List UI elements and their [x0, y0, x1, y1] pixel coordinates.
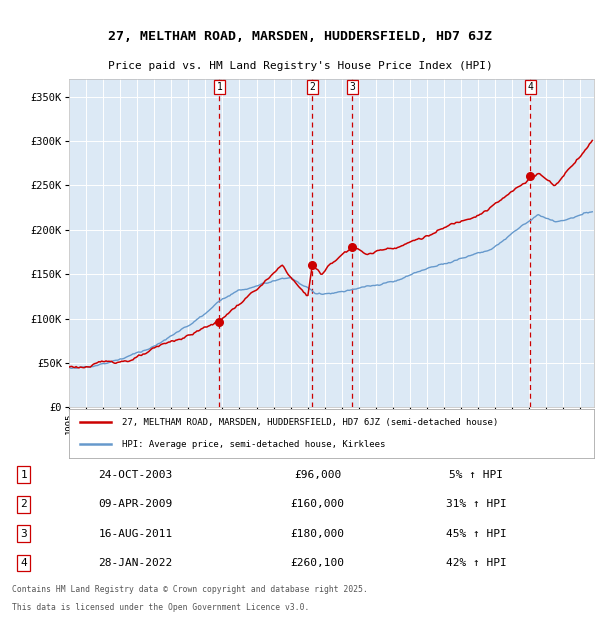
- Text: £96,000: £96,000: [294, 470, 341, 480]
- Text: 2: 2: [20, 499, 27, 509]
- Text: 1: 1: [20, 470, 27, 480]
- Text: Contains HM Land Registry data © Crown copyright and database right 2025.: Contains HM Land Registry data © Crown c…: [12, 585, 368, 595]
- Text: 31% ↑ HPI: 31% ↑ HPI: [446, 499, 507, 509]
- Text: 2: 2: [310, 82, 315, 92]
- Text: 5% ↑ HPI: 5% ↑ HPI: [449, 470, 503, 480]
- Text: 28-JAN-2022: 28-JAN-2022: [98, 558, 172, 568]
- Text: 3: 3: [20, 529, 27, 539]
- Text: £160,000: £160,000: [290, 499, 344, 509]
- Text: 27, MELTHAM ROAD, MARSDEN, HUDDERSFIELD, HD7 6JZ: 27, MELTHAM ROAD, MARSDEN, HUDDERSFIELD,…: [108, 30, 492, 43]
- Text: Price paid vs. HM Land Registry's House Price Index (HPI): Price paid vs. HM Land Registry's House …: [107, 61, 493, 71]
- Text: £180,000: £180,000: [290, 529, 344, 539]
- Text: 3: 3: [349, 82, 355, 92]
- Text: 27, MELTHAM ROAD, MARSDEN, HUDDERSFIELD, HD7 6JZ (semi-detached house): 27, MELTHAM ROAD, MARSDEN, HUDDERSFIELD,…: [121, 418, 498, 427]
- Text: 1: 1: [217, 82, 222, 92]
- Text: 42% ↑ HPI: 42% ↑ HPI: [446, 558, 507, 568]
- Text: This data is licensed under the Open Government Licence v3.0.: This data is licensed under the Open Gov…: [12, 603, 309, 613]
- Text: 4: 4: [20, 558, 27, 568]
- Text: 24-OCT-2003: 24-OCT-2003: [98, 470, 172, 480]
- Text: £260,100: £260,100: [290, 558, 344, 568]
- Text: 4: 4: [527, 82, 533, 92]
- Text: 16-AUG-2011: 16-AUG-2011: [98, 529, 172, 539]
- Text: HPI: Average price, semi-detached house, Kirklees: HPI: Average price, semi-detached house,…: [121, 440, 385, 449]
- Text: 45% ↑ HPI: 45% ↑ HPI: [446, 529, 507, 539]
- Text: 09-APR-2009: 09-APR-2009: [98, 499, 172, 509]
